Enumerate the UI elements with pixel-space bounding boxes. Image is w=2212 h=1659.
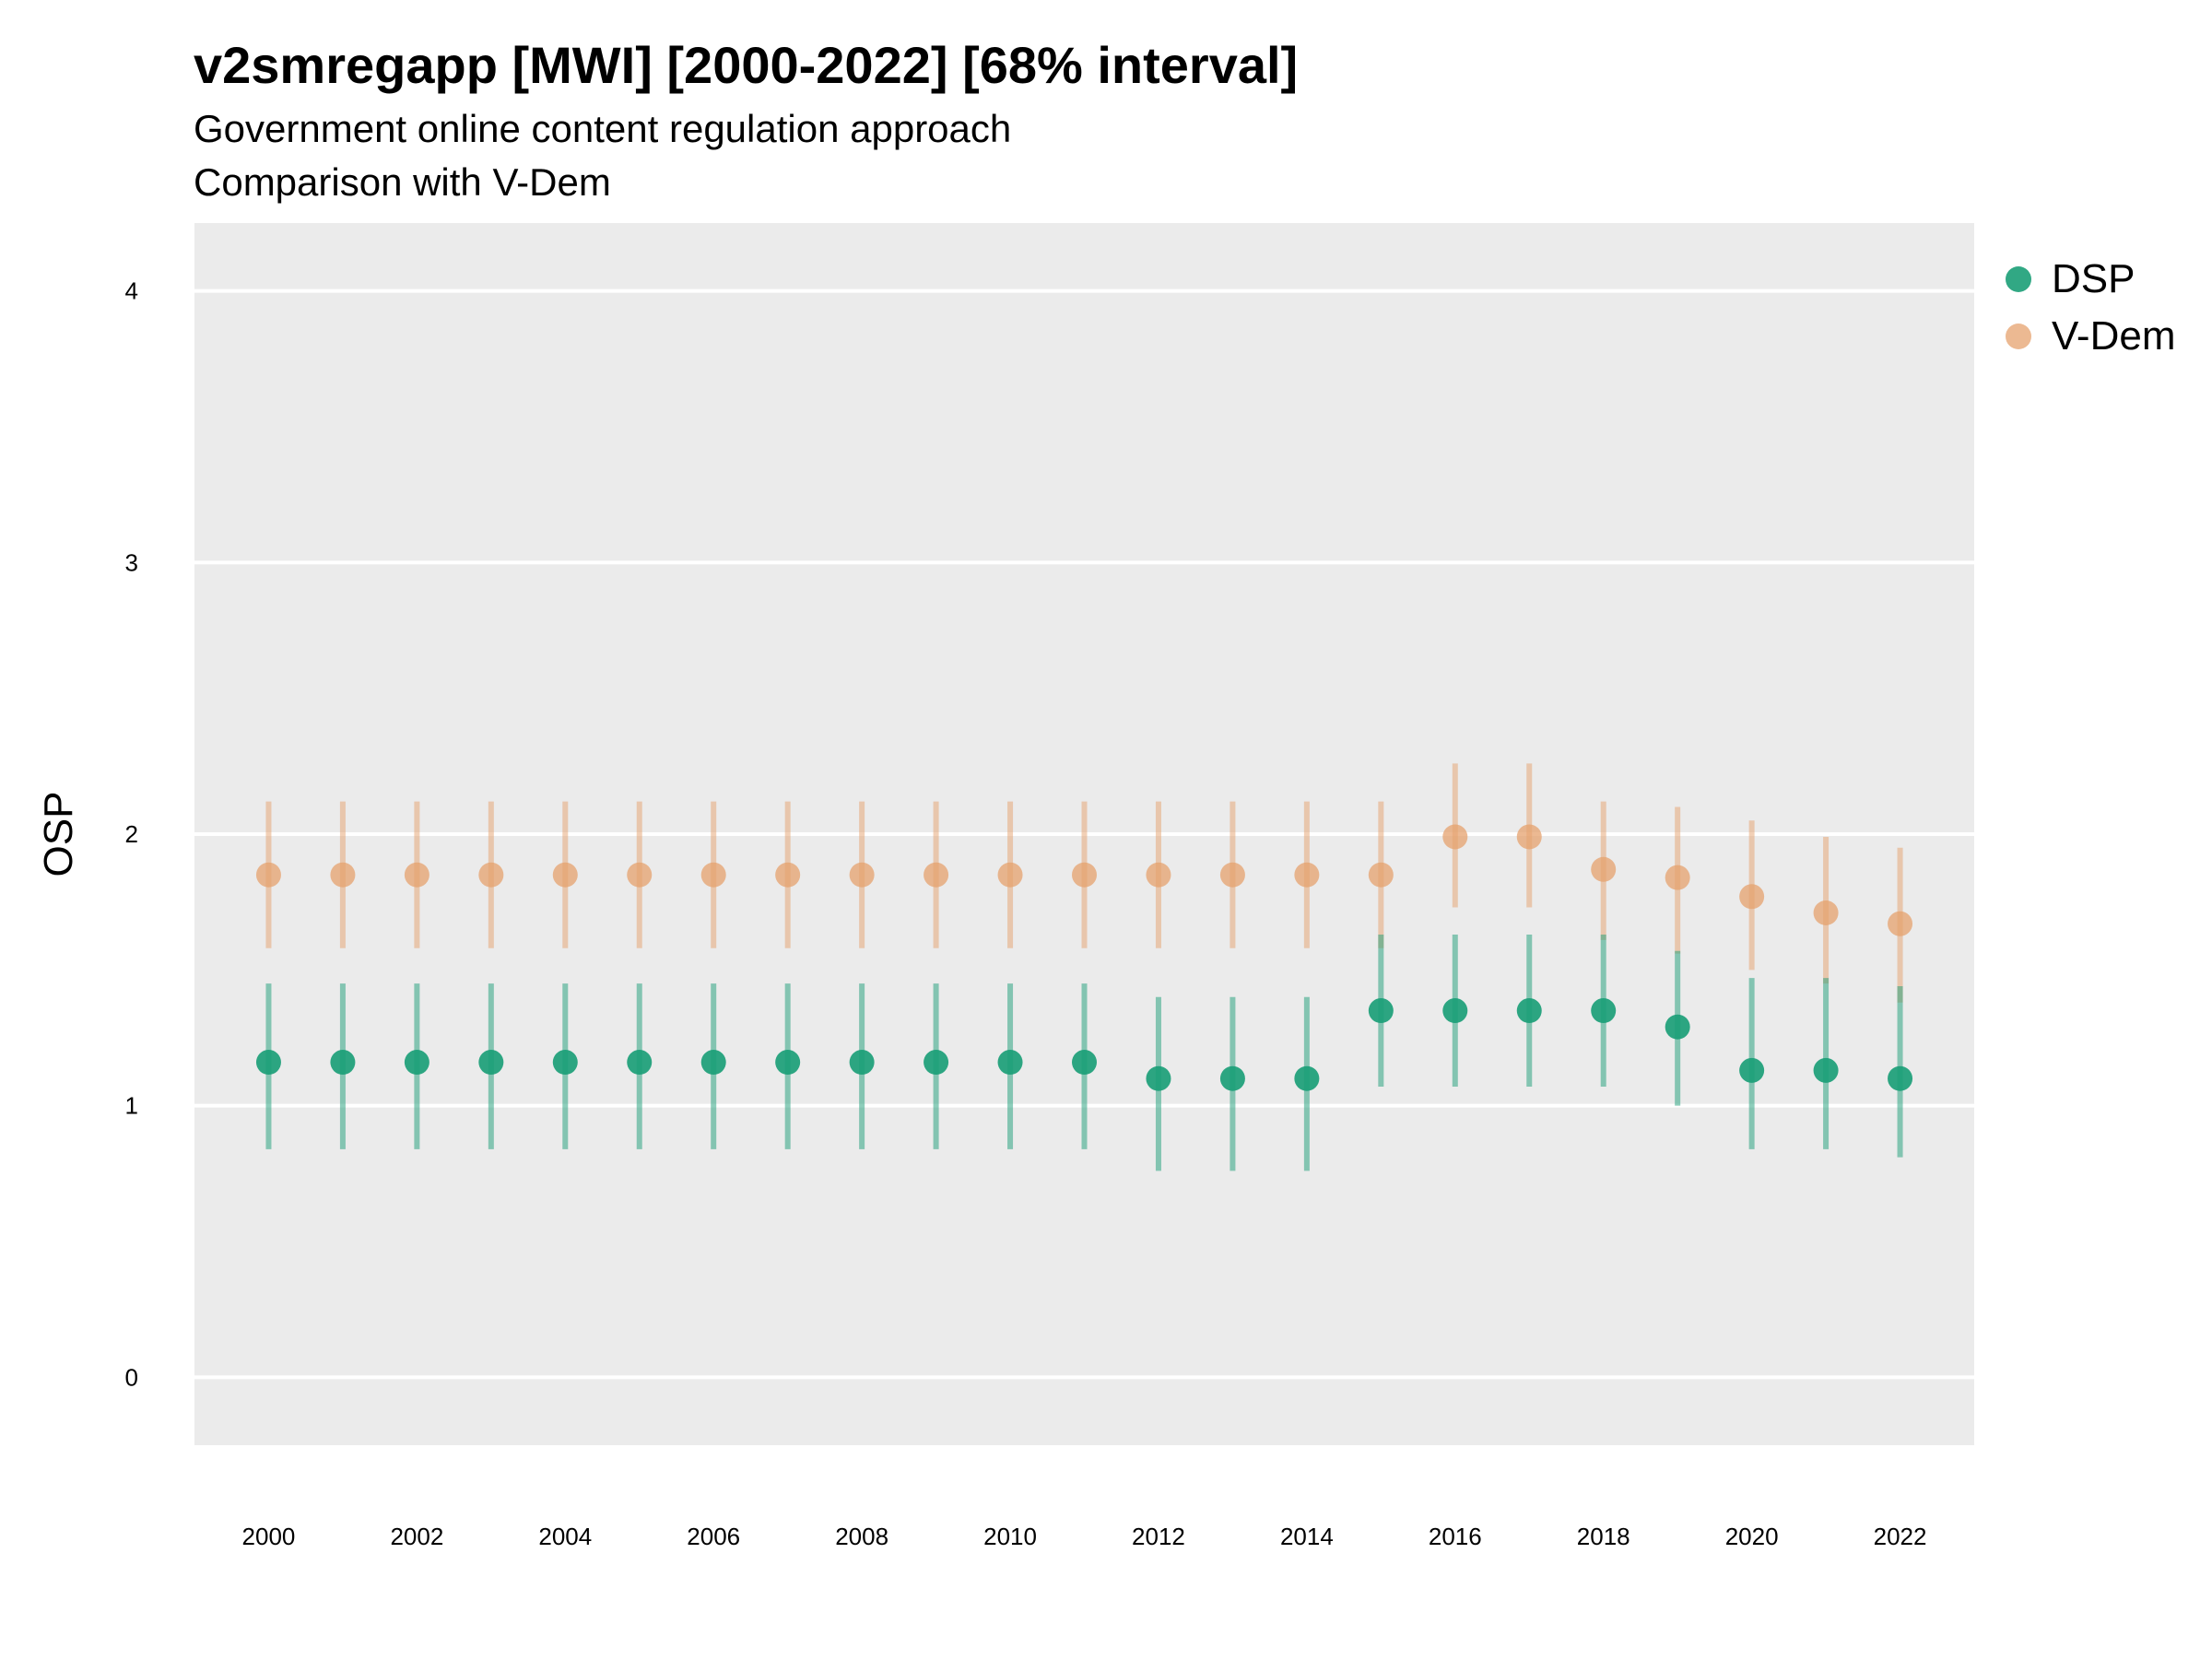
point-dsp-2009 bbox=[924, 1050, 949, 1076]
point-vdem-2010 bbox=[997, 862, 1023, 888]
y-tick-label-4: 4 bbox=[125, 277, 138, 305]
point-dsp-2006 bbox=[700, 1050, 726, 1076]
point-vdem-2001 bbox=[330, 862, 356, 888]
point-dsp-2015 bbox=[1368, 998, 1394, 1024]
point-vdem-2016 bbox=[1442, 824, 1468, 850]
point-dsp-2004 bbox=[552, 1050, 578, 1076]
point-dsp-2018 bbox=[1591, 998, 1617, 1024]
x-tick-label-2000: 2000 bbox=[242, 1523, 296, 1550]
point-vdem-2014 bbox=[1294, 862, 1320, 888]
y-tick-label-0: 0 bbox=[125, 1363, 138, 1391]
x-tick-label-2008: 2008 bbox=[835, 1523, 888, 1550]
point-vdem-2019 bbox=[1665, 865, 1690, 890]
point-dsp-2012 bbox=[1146, 1065, 1171, 1091]
point-vdem-2015 bbox=[1368, 862, 1394, 888]
point-vdem-2018 bbox=[1591, 856, 1617, 882]
point-vdem-2008 bbox=[849, 862, 875, 888]
point-dsp-2003 bbox=[478, 1050, 504, 1076]
legend-key-dsp bbox=[2006, 266, 2031, 292]
point-vdem-2022 bbox=[1888, 911, 1913, 936]
point-dsp-2014 bbox=[1294, 1065, 1320, 1091]
point-vdem-2013 bbox=[1219, 862, 1245, 888]
point-dsp-2011 bbox=[1072, 1050, 1097, 1076]
x-tick-label-2022: 2022 bbox=[1874, 1523, 1927, 1550]
point-dsp-2005 bbox=[627, 1050, 653, 1076]
y-tick-label-1: 1 bbox=[125, 1092, 138, 1120]
point-dsp-2002 bbox=[404, 1050, 429, 1076]
legend-label-dsp: DSP bbox=[2052, 256, 2136, 301]
x-tick-label-2014: 2014 bbox=[1280, 1523, 1334, 1550]
point-dsp-2017 bbox=[1516, 998, 1542, 1024]
point-dsp-2000 bbox=[255, 1050, 281, 1076]
points-dsp bbox=[255, 998, 1913, 1091]
chart-subtitle: Government online content regulation app… bbox=[194, 107, 1012, 150]
point-dsp-2007 bbox=[775, 1050, 801, 1076]
legend-label-vdem: V-Dem bbox=[2052, 313, 2176, 359]
points-vdem bbox=[255, 824, 1913, 936]
x-tick-label-2018: 2018 bbox=[1577, 1523, 1630, 1550]
point-vdem-2009 bbox=[924, 862, 949, 888]
point-vdem-2004 bbox=[552, 862, 578, 888]
point-dsp-2016 bbox=[1442, 998, 1468, 1024]
point-vdem-2011 bbox=[1072, 862, 1097, 888]
point-vdem-2020 bbox=[1739, 884, 1765, 910]
x-tick-label-2006: 2006 bbox=[687, 1523, 740, 1550]
x-tick-label-2020: 2020 bbox=[1725, 1523, 1779, 1550]
point-vdem-2012 bbox=[1146, 862, 1171, 888]
chart-subtitle-comparison: Comparison with V-Dem bbox=[194, 160, 611, 204]
point-vdem-2021 bbox=[1813, 900, 1839, 925]
point-dsp-2001 bbox=[330, 1050, 356, 1076]
point-vdem-2006 bbox=[700, 862, 726, 888]
point-vdem-2005 bbox=[627, 862, 653, 888]
point-dsp-2019 bbox=[1665, 1014, 1690, 1040]
point-dsp-2022 bbox=[1888, 1065, 1913, 1091]
point-dsp-2013 bbox=[1219, 1065, 1245, 1091]
x-tick-label-2016: 2016 bbox=[1429, 1523, 1482, 1550]
chart-title: v2smregapp [MWI] [2000-2022] [68% interv… bbox=[194, 36, 1299, 94]
legend: DSP V-Dem bbox=[2000, 251, 2175, 365]
point-vdem-2000 bbox=[255, 862, 281, 888]
x-tick-label-2012: 2012 bbox=[1132, 1523, 1185, 1550]
y-axis-label: OSP bbox=[36, 792, 81, 877]
point-dsp-2008 bbox=[849, 1050, 875, 1076]
point-dsp-2021 bbox=[1813, 1057, 1839, 1083]
point-dsp-2010 bbox=[997, 1050, 1023, 1076]
y-tick-label-3: 3 bbox=[125, 548, 138, 576]
y-tick-label-2: 2 bbox=[125, 820, 138, 848]
point-vdem-2002 bbox=[404, 862, 429, 888]
point-vdem-2007 bbox=[775, 862, 801, 888]
point-dsp-2020 bbox=[1739, 1057, 1765, 1083]
legend-item-dsp: DSP bbox=[2000, 251, 2175, 308]
point-vdem-2017 bbox=[1516, 824, 1542, 850]
legend-key-vdem bbox=[2006, 324, 2031, 349]
x-tick-label-2004: 2004 bbox=[538, 1523, 592, 1550]
x-tick-label-2002: 2002 bbox=[390, 1523, 443, 1550]
legend-item-vdem: V-Dem bbox=[2000, 308, 2175, 365]
x-tick-label-2010: 2010 bbox=[983, 1523, 1037, 1550]
point-vdem-2003 bbox=[478, 862, 504, 888]
